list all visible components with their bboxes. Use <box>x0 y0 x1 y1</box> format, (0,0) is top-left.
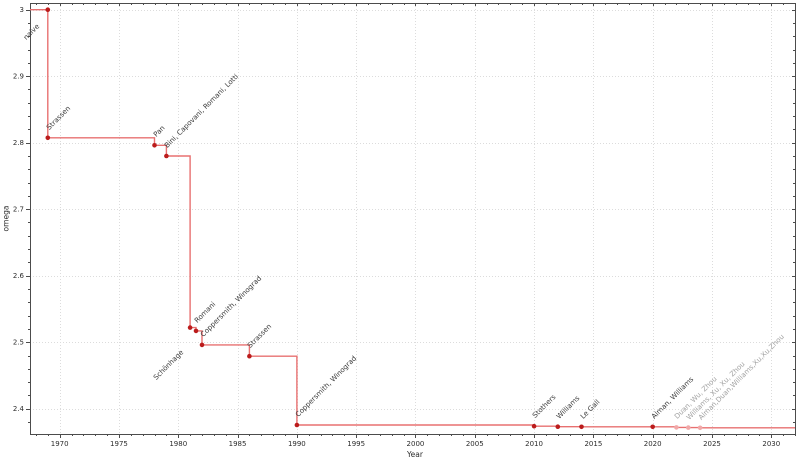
data-point-marker <box>697 425 703 431</box>
y-tick-label: 2.7 <box>13 206 24 214</box>
x-tick-label: 2020 <box>644 440 662 448</box>
data-point-marker <box>294 422 300 428</box>
y-tick-label: 2.9 <box>13 73 24 81</box>
x-tick-label: 2030 <box>762 440 780 448</box>
x-tick-label: 1970 <box>51 440 69 448</box>
x-tick-label: 1990 <box>288 440 306 448</box>
y-tick-label: 2.6 <box>13 272 25 280</box>
data-point-marker <box>199 342 205 348</box>
x-tick-label: 2010 <box>525 440 543 448</box>
data-point-marker <box>650 424 655 430</box>
data-point-marker <box>45 7 51 12</box>
data-point-marker <box>193 328 199 334</box>
y-tick-label: 2.8 <box>13 139 24 147</box>
data-point-marker <box>579 424 584 430</box>
x-tick-label: 2000 <box>407 440 425 448</box>
data-point-marker <box>152 143 157 148</box>
x-tick-label: 1980 <box>169 440 187 448</box>
y-tick-label: 3 <box>20 6 24 14</box>
data-point-marker <box>686 425 691 430</box>
x-tick-label: 1985 <box>229 440 247 448</box>
data-point-marker <box>164 153 169 159</box>
x-tick-label: 2015 <box>584 440 602 448</box>
data-point-marker <box>45 135 51 141</box>
omega-step-line <box>30 9 795 429</box>
data-point-marker <box>555 424 561 430</box>
y-axis-title: omega <box>1 205 11 232</box>
data-point-marker <box>531 423 537 429</box>
y-tick-label: 2.5 <box>13 339 24 347</box>
plot-spines <box>30 3 796 435</box>
x-tick-label: 2005 <box>466 440 484 448</box>
data-point-marker <box>247 353 252 359</box>
data-point-marker <box>187 325 193 330</box>
y-tick-label: 2.4 <box>13 405 25 413</box>
x-tick-label: 1975 <box>110 440 128 448</box>
x-tick-label: 1995 <box>347 440 365 448</box>
x-axis-title: Year <box>407 450 423 459</box>
x-tick-label: 2025 <box>703 440 721 448</box>
data-point-marker <box>674 425 679 430</box>
